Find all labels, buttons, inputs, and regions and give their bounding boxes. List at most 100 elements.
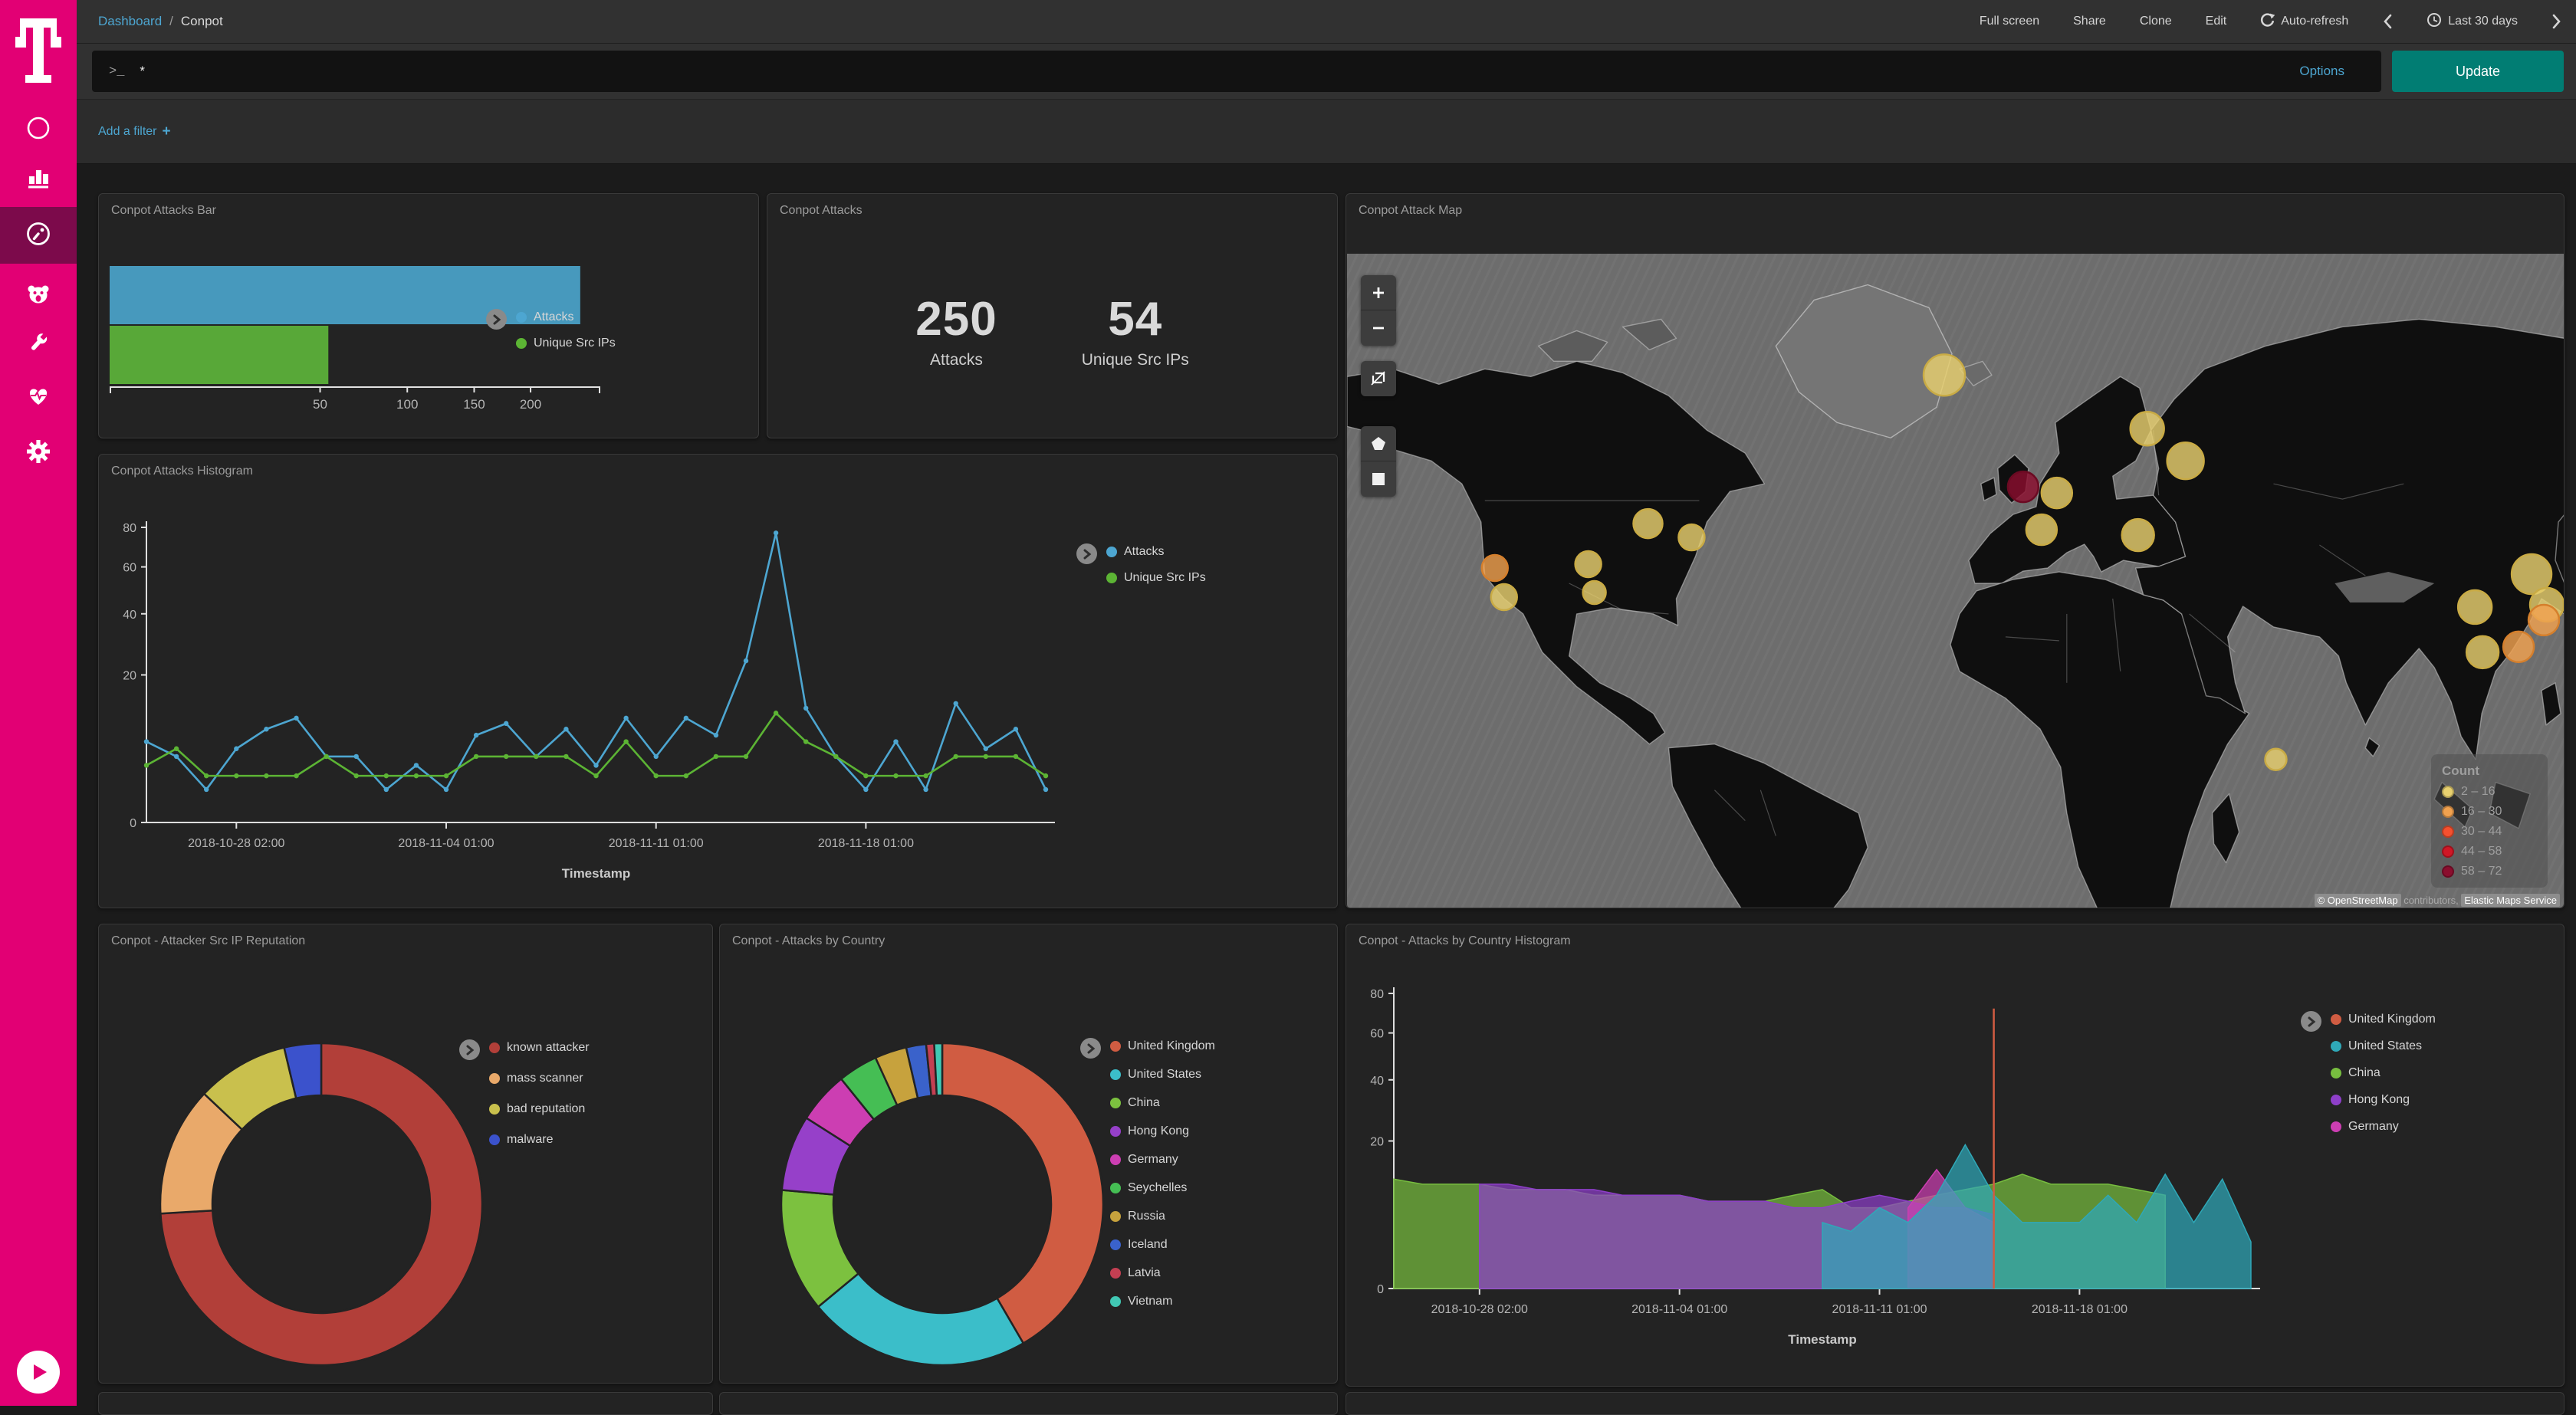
data-point[interactable] (383, 786, 389, 793)
legend-item[interactable]: malware (489, 1133, 590, 1147)
legend-toggle-chevron-icon[interactable] (459, 1039, 480, 1060)
data-point[interactable] (893, 773, 899, 779)
data-point[interactable] (473, 753, 479, 760)
data-point[interactable] (504, 753, 509, 760)
data-point[interactable] (773, 711, 779, 716)
data-point[interactable] (443, 786, 449, 793)
legend-item[interactable]: Seychelles (1110, 1181, 1215, 1195)
data-point[interactable] (234, 746, 239, 751)
breadcrumb-dashboard-link[interactable]: Dashboard (98, 14, 163, 28)
data-point[interactable] (234, 773, 239, 779)
legend-toggle-chevron-icon[interactable] (2301, 1011, 2321, 1032)
clone-button[interactable]: Clone (2139, 15, 2172, 28)
data-point[interactable] (353, 773, 359, 779)
data-point[interactable] (564, 727, 569, 732)
update-button[interactable]: Update (2392, 51, 2564, 92)
data-point[interactable] (683, 773, 688, 779)
attack-location-bubble[interactable] (2510, 553, 2553, 596)
legend-item[interactable]: United States (1110, 1068, 1215, 1082)
data-point[interactable] (504, 721, 509, 727)
legend-item[interactable]: China (1110, 1096, 1215, 1110)
attack-location-bubble[interactable] (2502, 630, 2535, 664)
data-point[interactable] (1043, 786, 1049, 793)
bar-Unique Src IPs[interactable] (110, 326, 329, 384)
legend-item[interactable]: Germany (1110, 1153, 1215, 1167)
attack-location-bubble[interactable] (1490, 583, 1518, 612)
attack-location-bubble[interactable] (1922, 353, 1967, 397)
zoom-out-button[interactable] (1361, 310, 1396, 346)
sidebar-item-wrench[interactable] (0, 317, 77, 371)
data-point[interactable] (983, 746, 989, 751)
series-area-United States[interactable] (1822, 1143, 2252, 1289)
data-point[interactable] (204, 773, 209, 779)
legend-item[interactable]: Unique Src IPs (516, 337, 616, 350)
legend-item[interactable]: Hong Kong (2331, 1093, 2436, 1107)
legend-item[interactable]: Germany (2331, 1120, 2436, 1134)
data-point[interactable] (473, 732, 479, 738)
data-point[interactable] (653, 773, 659, 779)
osm-attribution[interactable]: © OpenStreetMap (2314, 894, 2401, 907)
legend-item[interactable]: mass scanner (489, 1072, 590, 1085)
legend-item[interactable]: Latvia (1110, 1266, 1215, 1280)
data-point[interactable] (593, 763, 599, 768)
attack-location-bubble[interactable] (1677, 523, 1706, 552)
world-map[interactable]: Count 2 – 16 16 – 30 30 – 44 44 – 58 58 – 72… (1347, 254, 2564, 908)
data-point[interactable] (803, 739, 809, 744)
donut-slice-Vietnam[interactable] (933, 1042, 944, 1097)
donut-slice-United Kingdom[interactable] (941, 1042, 1105, 1345)
data-point[interactable] (983, 753, 989, 760)
data-point[interactable] (1013, 753, 1019, 760)
legend-item[interactable]: Hong Kong (1110, 1124, 1215, 1138)
attack-location-bubble[interactable] (2006, 470, 2040, 504)
attack-location-bubble[interactable] (2129, 411, 2165, 447)
attack-location-bubble[interactable] (2465, 635, 2500, 670)
full-screen-button[interactable]: Full screen (1979, 15, 2040, 28)
add-filter-link[interactable]: Add a filter + (98, 123, 171, 140)
sidebar-item-heartbeat[interactable] (0, 371, 77, 425)
data-point[interactable] (923, 786, 928, 793)
data-point[interactable] (324, 753, 329, 760)
data-point[interactable] (564, 753, 569, 760)
legend-item[interactable]: Attacks (1106, 545, 1206, 559)
legend-item[interactable]: Iceland (1110, 1238, 1215, 1252)
zoom-in-button[interactable] (1361, 275, 1396, 310)
data-point[interactable] (863, 786, 869, 793)
attack-location-bubble[interactable] (2025, 513, 2058, 547)
data-point[interactable] (623, 715, 629, 721)
attack-location-bubble[interactable] (1480, 553, 1509, 583)
data-point[interactable] (413, 763, 419, 768)
query-options-link[interactable]: Options (2299, 64, 2344, 78)
data-point[interactable] (443, 773, 449, 779)
attack-location-bubble[interactable] (2166, 441, 2205, 481)
data-point[interactable] (534, 753, 539, 760)
query-field[interactable]: >_ Options (92, 51, 2381, 92)
donut-slice-United States[interactable] (816, 1272, 1025, 1367)
data-point[interactable] (204, 786, 209, 793)
legend-item[interactable]: Unique Src IPs (1106, 571, 1206, 585)
data-point[interactable] (264, 773, 269, 779)
legend-toggle-chevron-icon[interactable] (1076, 543, 1097, 564)
elastic-maps-attribution[interactable]: Elastic Maps Service (2461, 894, 2560, 907)
data-point[interactable] (833, 753, 839, 760)
legend-toggle-chevron-icon[interactable] (1080, 1038, 1101, 1059)
legend-item[interactable]: China (2331, 1066, 2436, 1080)
data-point[interactable] (743, 753, 749, 760)
data-point[interactable] (623, 739, 629, 744)
attack-location-bubble[interactable] (1632, 507, 1664, 540)
legend-item[interactable]: Attacks (516, 310, 616, 324)
attack-location-bubble[interactable] (1582, 579, 1607, 606)
data-point[interactable] (264, 727, 269, 732)
sidebar-item-compass[interactable] (0, 103, 77, 156)
legend-item[interactable]: known attacker (489, 1041, 590, 1055)
data-point[interactable] (143, 739, 150, 744)
data-point[interactable] (953, 753, 958, 760)
share-button[interactable]: Share (2073, 15, 2106, 28)
data-point[interactable] (803, 705, 809, 711)
data-point[interactable] (1013, 727, 1019, 732)
data-point[interactable] (413, 773, 419, 779)
data-point[interactable] (173, 746, 179, 751)
attack-location-bubble[interactable] (2040, 476, 2074, 510)
data-point[interactable] (893, 739, 899, 744)
donut-slice-known attacker[interactable] (159, 1042, 484, 1367)
data-point[interactable] (713, 732, 719, 738)
